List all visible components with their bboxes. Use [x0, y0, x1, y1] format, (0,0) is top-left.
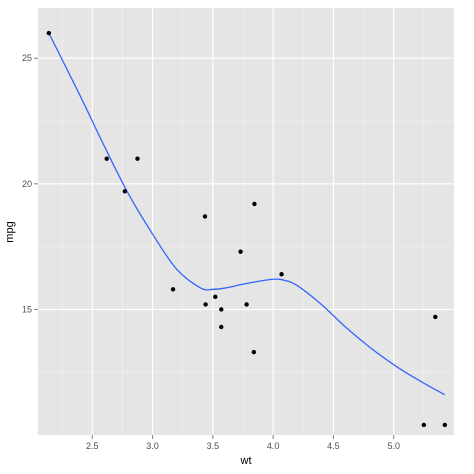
data-point — [252, 201, 257, 207]
y-axis-ticks: 15 20 25 — [22, 53, 38, 314]
data-point — [251, 349, 257, 355]
x-tick-label: 3.0 — [146, 441, 159, 451]
minor-gridlines — [38, 8, 454, 435]
data-point — [219, 307, 224, 312]
x-tick-label: 2.5 — [86, 441, 99, 451]
major-gridlines — [38, 8, 454, 435]
data-points — [46, 30, 448, 428]
plot-panel — [38, 8, 454, 435]
x-tick-label: 3.5 — [207, 441, 220, 451]
y-axis-title: mpg — [4, 221, 16, 242]
data-point — [170, 287, 176, 292]
x-tick-label: 4.0 — [267, 441, 280, 451]
data-point — [203, 302, 208, 307]
data-point — [213, 294, 218, 300]
data-point — [244, 302, 249, 307]
data-point — [202, 214, 208, 219]
x-tick-label: 4.5 — [327, 441, 340, 451]
x-axis-title: wt — [240, 455, 252, 467]
smooth-trend-line — [48, 32, 446, 396]
data-point — [279, 272, 284, 277]
y-tick-label: 20 — [22, 179, 32, 189]
y-tick-label: 15 — [22, 304, 32, 314]
data-point — [433, 314, 438, 320]
x-axis-ticks: 2.5 3.0 3.5 4.0 4.5 5.0 — [86, 435, 400, 451]
smooth-line — [48, 32, 446, 396]
data-point — [122, 189, 128, 194]
data-point — [219, 324, 224, 330]
data-point — [104, 156, 109, 161]
data-point — [442, 422, 448, 428]
data-point — [135, 156, 140, 161]
data-point — [238, 249, 243, 254]
data-point — [421, 422, 427, 428]
y-tick-label: 25 — [22, 53, 32, 63]
data-point — [46, 30, 52, 36]
x-tick-label: 5.0 — [387, 441, 400, 451]
